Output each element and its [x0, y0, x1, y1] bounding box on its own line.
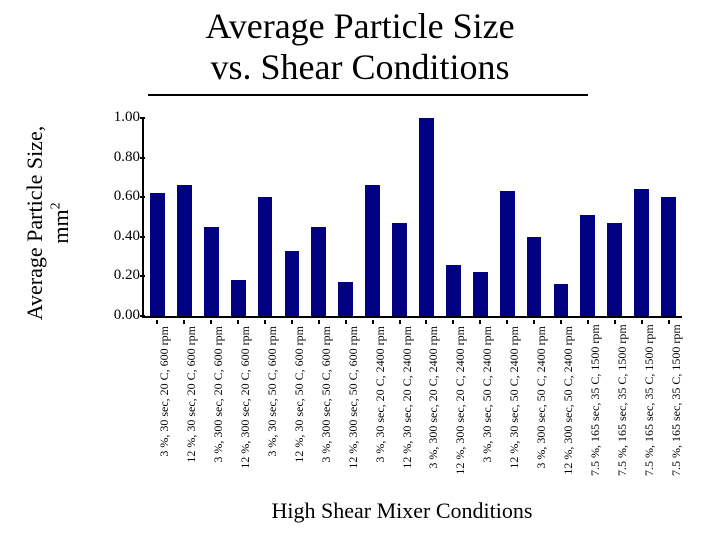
y-tick-label: 1.00: [82, 110, 140, 125]
x-tick-label: 7.5 %, 165 sec, 35 C, 1500 rpm: [642, 326, 657, 476]
bar: [150, 193, 165, 316]
y-axis-label-text: Average Particle Size, mm: [22, 126, 73, 320]
bar: [338, 282, 353, 316]
x-tick-label: 12 %, 300 sec, 20 C, 600 rpm: [238, 326, 253, 476]
title-underline: [148, 94, 588, 96]
title-line-1: Average Particle Size: [205, 6, 514, 46]
y-tick-label: 0.60: [82, 189, 140, 204]
x-tick-label: 3 %, 30 sec, 50 C, 600 rpm: [265, 326, 280, 476]
x-tick-label: 12 %, 30 sec, 50 C, 2400 rpm: [507, 326, 522, 476]
x-tick-label: 3 %, 30 sec, 20 C, 2400 rpm: [373, 326, 388, 476]
y-ticks: 0.000.200.400.600.801.00: [82, 118, 140, 318]
x-tick-mark: [291, 320, 293, 324]
bar: [258, 197, 273, 316]
bar: [285, 251, 300, 316]
x-tick-label: 7.5 %, 165 sec, 35 C, 1500 rpm: [615, 326, 630, 476]
x-tick-mark: [210, 320, 212, 324]
x-tick-label: 3 %, 300 sec, 20 C, 600 rpm: [211, 326, 226, 476]
x-tick-mark: [479, 320, 481, 324]
x-tick-label: 7.5 %, 165 sec, 35 C, 1500 rpm: [588, 326, 603, 476]
x-tick-mark: [183, 320, 185, 324]
x-tick-label: 12 %, 30 sec, 50 C, 600 rpm: [292, 326, 307, 476]
bar: [473, 272, 488, 316]
x-tick-mark: [237, 320, 239, 324]
x-axis-label: High Shear Mixer Conditions: [142, 498, 662, 524]
x-tick-label: 12 %, 30 sec, 20 C, 2400 rpm: [400, 326, 415, 476]
bar: [527, 237, 542, 316]
x-tick-mark: [399, 320, 401, 324]
y-axis-label-sup: 2: [49, 202, 64, 209]
bar: [446, 265, 461, 316]
bar: [607, 223, 622, 316]
x-tick-label: 3 %, 300 sec, 20 C, 2400 rpm: [426, 326, 441, 476]
bar: [231, 280, 246, 316]
y-axis-label: Average Particle Size, mm2: [22, 118, 50, 328]
bar: [634, 189, 649, 316]
x-tick-mark: [506, 320, 508, 324]
chart-area: Average Particle Size, mm2 0.00 0.20 0.40 0…: [22, 108, 702, 528]
bar: [392, 223, 407, 316]
x-tick-label: 3 %, 300 sec, 50 C, 2400 rpm: [534, 326, 549, 476]
x-ticks: 3 %, 30 sec, 20 C, 600 rpm 12 %, 30 sec, …: [144, 320, 682, 490]
bar: [311, 227, 326, 316]
bars-container: [144, 118, 682, 316]
x-tick-mark: [560, 320, 562, 324]
x-tick-mark: [372, 320, 374, 324]
x-tick-label: 7.5 %, 165 sec, 35 C, 1500 rpm: [669, 326, 684, 476]
x-tick-mark: [452, 320, 454, 324]
bar: [554, 284, 569, 316]
x-tick-label: 12 %, 30 sec, 20 C, 600 rpm: [184, 326, 199, 476]
x-tick-mark: [345, 320, 347, 324]
x-tick-mark: [425, 320, 427, 324]
y-tick-label: 0.20: [82, 268, 140, 283]
x-tick-label: 3 %, 30 sec, 20 C, 600 rpm: [157, 326, 172, 476]
x-tick-label: 12 %, 300 sec, 50 C, 2400 rpm: [561, 326, 576, 476]
bar: [419, 118, 434, 316]
title-line-2: vs. Shear Conditions: [210, 47, 509, 87]
bar: [204, 227, 219, 316]
bar: [177, 185, 192, 316]
x-tick-mark: [533, 320, 535, 324]
bar: [500, 191, 515, 316]
y-tick-label: 0.80: [82, 150, 140, 165]
bar: [661, 197, 676, 316]
x-tick-label: 3 %, 30 sec, 50 C, 2400 rpm: [480, 326, 495, 476]
slide: Average Particle Size vs. Shear Conditio…: [0, 0, 720, 540]
chart-title: Average Particle Size vs. Shear Conditio…: [0, 6, 720, 89]
bar: [365, 185, 380, 316]
x-tick-label: 12 %, 300 sec, 20 C, 2400 rpm: [453, 326, 468, 476]
x-tick-label: 3 %, 300 sec, 50 C, 600 rpm: [319, 326, 334, 476]
y-tick-label: 0.40: [82, 229, 140, 244]
x-tick-mark: [318, 320, 320, 324]
x-tick-mark: [264, 320, 266, 324]
x-tick-mark: [156, 320, 158, 324]
y-tick-label: 0.00: [82, 308, 140, 323]
x-tick-label: 12 %, 300 sec, 50 C, 600 rpm: [346, 326, 361, 476]
bar: [580, 215, 595, 316]
